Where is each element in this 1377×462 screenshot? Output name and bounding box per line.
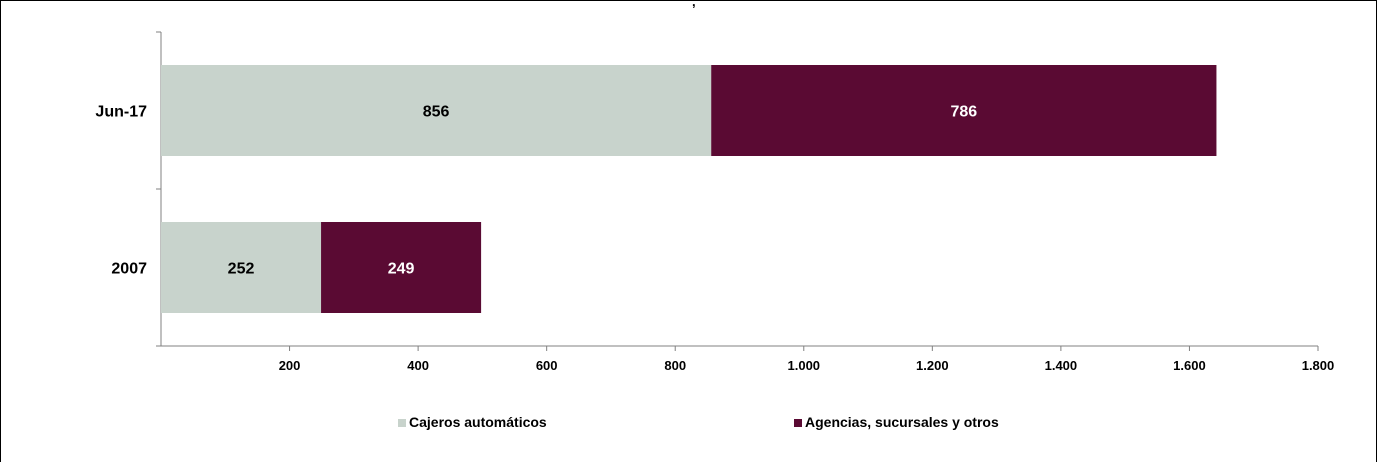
value-axis-tick-label: 1.600 (1173, 358, 1206, 373)
legend: Cajeros automáticos Agencias, sucursales … (398, 414, 999, 430)
legend-label: Agencias, sucursales y otros (805, 414, 999, 430)
value-axis-tick-label: 400 (407, 358, 429, 373)
bar-segment (161, 222, 322, 313)
value-axis-tick-label: 1.400 (1045, 358, 1078, 373)
value-axis-tick-label: 1.200 (916, 358, 949, 373)
value-axis-tick-label: 800 (664, 358, 686, 373)
value-axis-tick-label: 200 (279, 358, 301, 373)
bar-data-label: 786 (950, 104, 977, 121)
category-labels: Jun-17 2007 (95, 104, 147, 278)
category-label: Jun-17 (95, 104, 147, 121)
category-label: 2007 (111, 261, 147, 278)
bar-segment (711, 65, 1217, 156)
bar-data-label: 249 (388, 261, 415, 278)
bar-segment (321, 222, 482, 313)
bar-data-labels: 856 786 252 249 (228, 104, 978, 278)
value-axis-tick-label: 1.800 (1302, 358, 1335, 373)
bar-data-label: 252 (228, 261, 255, 278)
value-axis-tick-labels: 200 400 600 800 1.000 1.200 1.400 1.600 1.800 (279, 358, 1335, 373)
legend-label: Cajeros automáticos (409, 414, 547, 430)
legend-swatch (398, 419, 406, 427)
category-axis-ticks (156, 31, 161, 347)
clipped-title-remnant: , (692, 0, 696, 9)
value-axis-ticks (289, 346, 1319, 351)
value-axis-tick-label: 1.000 (788, 358, 821, 373)
legend-swatch (794, 419, 802, 427)
bars (161, 65, 1217, 313)
bar-data-label: 856 (423, 104, 450, 121)
value-axis-tick-label: 600 (536, 358, 558, 373)
bar-segment (161, 65, 712, 156)
